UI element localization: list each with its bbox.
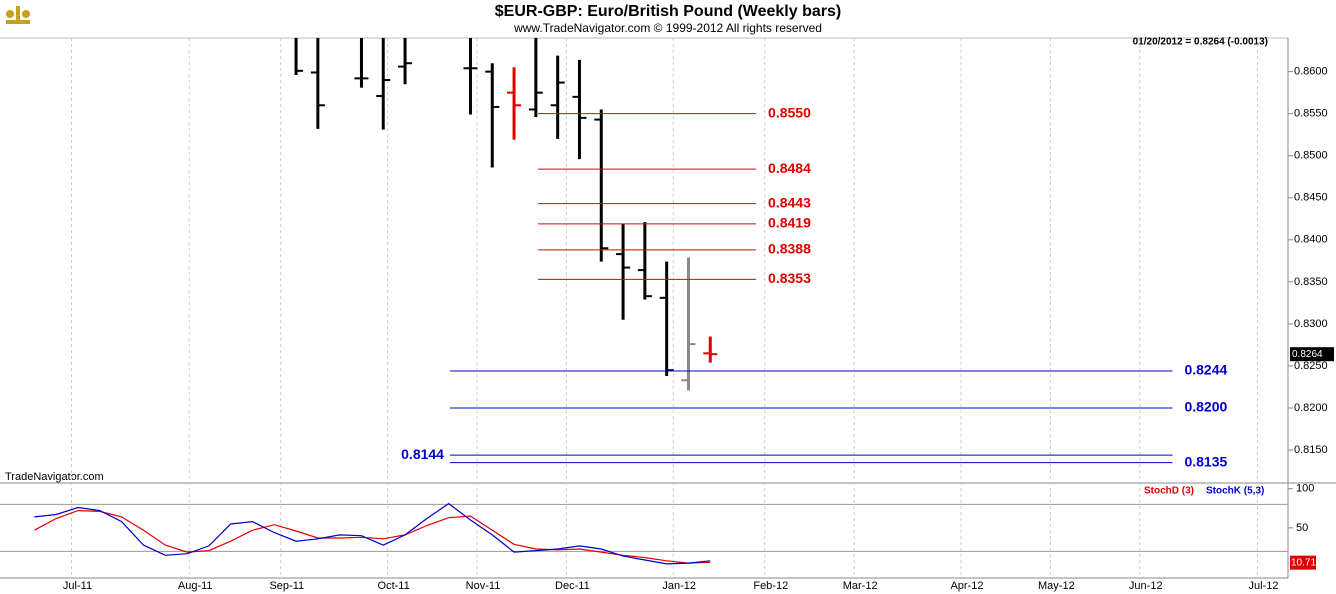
stoch-line	[34, 509, 711, 564]
y-tick-label: 100	[1296, 483, 1314, 495]
price-badge	[1290, 347, 1334, 362]
value-badge	[1290, 555, 1316, 570]
price-badge-label: 0.8264	[1292, 349, 1323, 360]
stoch-line	[34, 502, 711, 565]
y-tick-label: 0.8350	[1294, 276, 1328, 288]
level-label: 0.8353	[768, 270, 811, 286]
y-tick-label: 0.8450	[1294, 192, 1328, 204]
x-tick-label: Sep-11	[269, 580, 304, 592]
x-tick-label: Aug-11	[178, 580, 213, 592]
level-label: 0.8484	[768, 160, 811, 176]
y-tick-label: 50	[1296, 522, 1308, 534]
x-tick-label: Jul-12	[1248, 580, 1278, 592]
bars	[294, 38, 718, 391]
x-tick-label: Mar-12	[843, 580, 878, 592]
info: 01/20/2012 = 0.8264 (-0.0013)	[1133, 37, 1268, 48]
x-tick-label: Jul-11	[63, 580, 92, 592]
value-badge-label: 10.71	[1291, 557, 1316, 568]
chart-title: $EUR-GBP: Euro/British Pound (Weekly bar…	[495, 3, 841, 20]
y-tick-label: 0.8200	[1294, 402, 1328, 414]
watermark: TradeNavigator.com	[5, 471, 104, 483]
x-tick-label: Dec-11	[555, 580, 590, 592]
x-tick-label: Oct-11	[378, 580, 410, 592]
y-tick-label: 0.8550	[1294, 108, 1328, 120]
x-tick-label: Jan-12	[662, 580, 696, 592]
x-tick-label: May-12	[1038, 580, 1075, 592]
level-label: 0.8388	[768, 241, 811, 257]
level-label: 0.8244	[1184, 362, 1227, 378]
x-tick-label: Feb-12	[753, 580, 788, 592]
logo	[6, 6, 30, 24]
y-tick-label: 0.8600	[1294, 66, 1328, 78]
level-label: 0.8135	[1184, 453, 1227, 469]
level-label: 0.8443	[768, 194, 811, 210]
y-tick-label: 0.8300	[1294, 318, 1328, 330]
x-tick-label: Apr-12	[950, 580, 983, 592]
subtitle: www.TradeNavigator.com © 1999-2012 All r…	[513, 21, 822, 35]
x-tick-label: Jun-12	[1129, 580, 1163, 592]
y-tick-label: 0.8150	[1294, 444, 1328, 456]
y-tick-label: 0.8500	[1294, 150, 1328, 162]
level-label: 0.8200	[1184, 399, 1227, 415]
level-label: 0.8419	[768, 215, 811, 231]
y-tick-label: 0.8400	[1294, 234, 1328, 246]
x-tick-label: Nov-11	[466, 580, 501, 592]
legend-entry: StochK (5,3)	[1206, 486, 1264, 497]
level-label: 0.8144	[401, 446, 444, 462]
level-label: 0.8550	[768, 104, 811, 120]
legend-entry: StochD (3)	[1144, 486, 1194, 497]
y-tick-label: 0.8250	[1294, 360, 1328, 372]
